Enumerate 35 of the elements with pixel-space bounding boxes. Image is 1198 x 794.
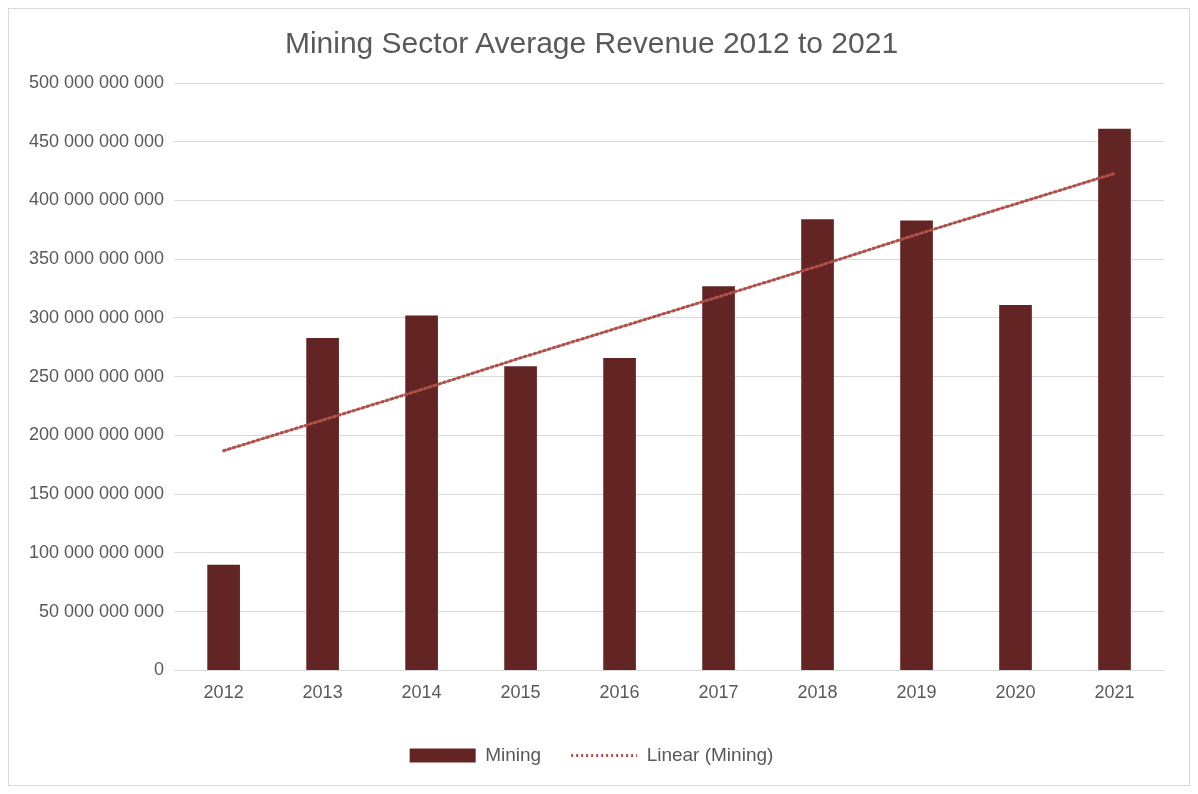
x-tick-label: 2016: [599, 682, 640, 703]
bar: [405, 315, 438, 670]
x-tick-label: 2018: [797, 682, 838, 703]
y-tick-label: 450 000 000 000: [28, 130, 165, 151]
y-tick-label: 300 000 000 000: [28, 306, 165, 327]
x-tick-label: 2012: [203, 682, 244, 703]
x-tick-label: 2013: [302, 682, 343, 703]
y-tick-label: 350 000 000 000: [28, 248, 165, 269]
bar: [900, 220, 933, 670]
x-tick-label: 2019: [896, 682, 937, 703]
y-tick-label: 150 000 000 000: [28, 483, 165, 504]
y-tick-label: 500 000 000 000: [28, 71, 165, 92]
x-tick-label: 2015: [500, 682, 541, 703]
bar: [306, 337, 339, 670]
legend-label: Linear (Mining): [646, 743, 774, 765]
x-tick-label: 2021: [1094, 682, 1135, 703]
chart-title: Mining Sector Average Revenue 2012 to 2021: [284, 26, 899, 60]
x-tick-label: 2020: [995, 682, 1036, 703]
y-tick-label: 200 000 000 000: [28, 424, 165, 445]
line-series: [222, 171, 1117, 453]
x-tick-label: 2017: [698, 682, 739, 703]
x-tick-label: 2014: [401, 682, 442, 703]
bar: [702, 286, 735, 670]
bar: [801, 219, 834, 670]
y-tick-label: 50 000 000 000: [39, 600, 165, 621]
bar: [504, 366, 537, 670]
bar: [207, 564, 240, 670]
y-tick-label: 400 000 000 000: [28, 189, 165, 210]
y-tick-label: 100 000 000 000: [28, 541, 165, 562]
bar: [999, 305, 1032, 670]
bar: [1098, 128, 1131, 670]
y-tick-label: 0: [154, 659, 165, 680]
y-tick-label: 250 000 000 000: [28, 365, 165, 386]
legend-label: Mining: [485, 743, 542, 765]
bar: [603, 357, 636, 670]
